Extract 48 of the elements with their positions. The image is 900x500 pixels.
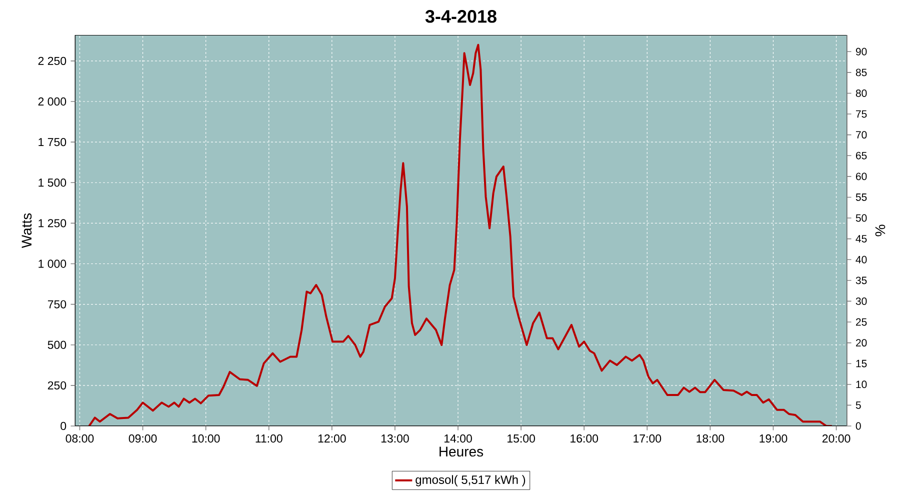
x-tick-label: 18:00 [696, 434, 724, 443]
x-tick-label: 12:00 [318, 434, 346, 443]
y2-tick-label: 50 [856, 214, 867, 222]
y2-tick-label: 90 [856, 48, 867, 56]
y2-tick-label: 20 [856, 339, 867, 347]
chart-title: 3-4-2018 [425, 10, 496, 23]
y2-tick-label: 45 [856, 235, 867, 242]
x-axis-title: Heures [440, 446, 484, 457]
y2-tick-label: 0 [856, 422, 861, 430]
x-tick-label: 17:00 [634, 434, 662, 443]
y2-tick-label: 40 [856, 256, 867, 264]
legend-label: gmosol( 5,517 kWh ) [416, 475, 526, 486]
x-tick-label: 20:00 [822, 434, 850, 443]
y2-axis-title: % [875, 224, 886, 236]
x-tick-label: 16:00 [570, 434, 598, 443]
y-axis-title: Watts [22, 213, 32, 248]
x-tick-label: 13:00 [381, 434, 409, 443]
y2-tick-label: 25 [856, 318, 867, 326]
x-tick-label: 09:00 [128, 434, 157, 443]
y2-tick-label: 60 [856, 172, 867, 180]
y-tick-label: 1 500 [38, 178, 66, 187]
x-tick-label: 08:00 [66, 434, 94, 443]
y-tick-label: 1 750 [38, 138, 66, 146]
x-tick-label: 14:00 [444, 434, 472, 443]
y2-tick-label: 75 [856, 110, 867, 118]
y-tick-label: 2 250 [38, 56, 66, 66]
y2-tick-label: 85 [856, 68, 867, 76]
y-tick-label: 2 000 [38, 97, 66, 106]
y2-tick-label: 30 [856, 297, 867, 305]
x-tick-label: 10:00 [192, 434, 220, 443]
y2-tick-label: 35 [856, 276, 867, 284]
y-tick-label: 1 000 [38, 260, 66, 268]
y-tick-label: 1 250 [38, 219, 66, 228]
x-tick-label: 15:00 [508, 434, 535, 443]
line-series [88, 44, 833, 426]
y-tick-label: 250 [48, 381, 66, 390]
y2-tick-label: 10 [856, 380, 867, 388]
y-tick-label: 500 [48, 340, 66, 349]
y2-tick-label: 80 [856, 90, 867, 97]
y2-tick-label: 70 [856, 131, 867, 139]
y-tick-label: 750 [48, 300, 66, 308]
y2-tick-label: 5 [856, 402, 861, 409]
y2-tick-label: 55 [856, 194, 867, 201]
x-tick-label: 11:00 [256, 434, 282, 443]
y-tick-label: 0 [60, 422, 66, 430]
y2-tick-label: 65 [856, 152, 867, 160]
y2-tick-label: 15 [856, 360, 867, 368]
x-tick-label: 19:00 [760, 434, 788, 443]
